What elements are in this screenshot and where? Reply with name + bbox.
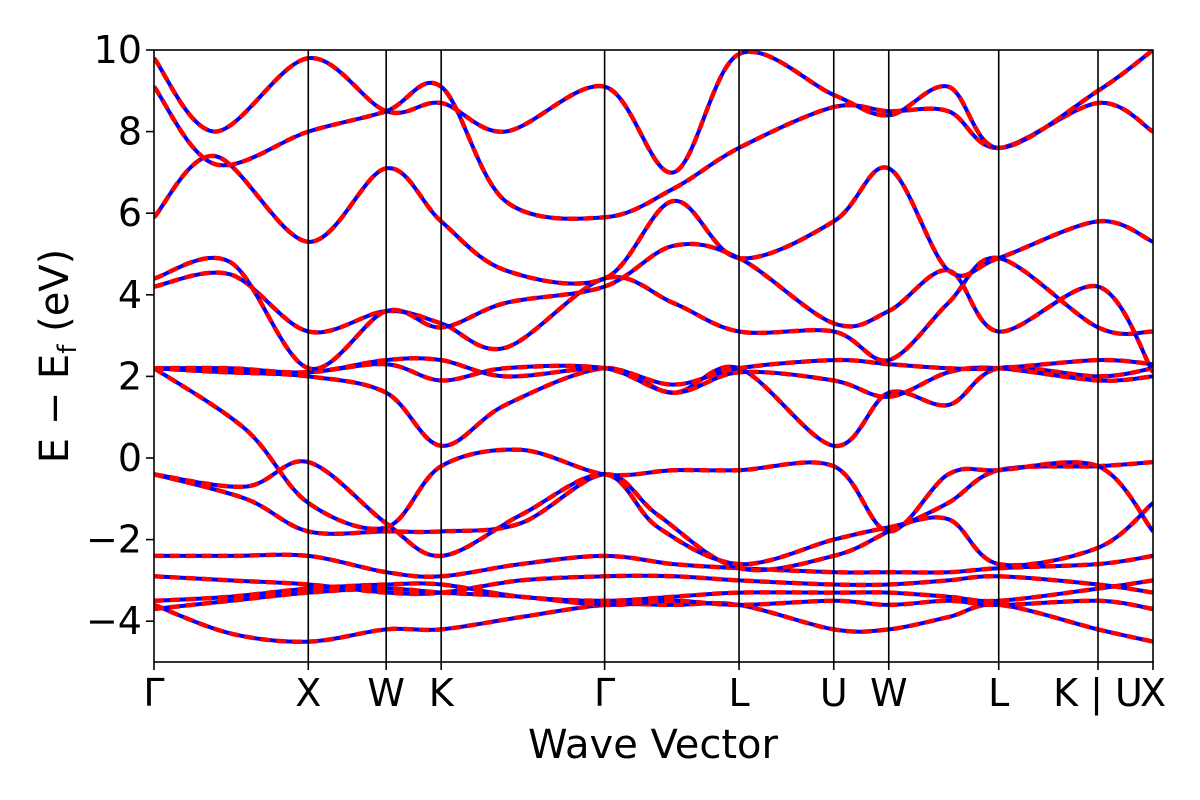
band-4-blue [154,552,1153,579]
x-tick-label: K | U [1053,671,1143,716]
band-6-red [154,459,1153,573]
band-14-red [154,153,1153,286]
band-1-red [154,600,1153,644]
band-15-red [154,80,1153,222]
band-9-red [154,364,1153,449]
band-11-red [154,356,1153,387]
x-tick-label: U [820,671,848,715]
x-tick-label: Γ [594,671,615,715]
y-tick-label: 6 [118,191,142,235]
y-tick-label: 4 [118,273,142,317]
y-tick-label: −2 [86,518,142,562]
x-tick-label: W [367,671,405,715]
y-tick-label: 8 [118,110,142,154]
x-tick-label: X [1140,671,1166,715]
plot-frame [153,49,1154,663]
x-tick-label: L [988,671,1009,715]
x-tick-label: Γ [143,671,164,715]
y-axis-title: E − Ef (eV) [32,249,83,464]
band-8-blue [154,366,1153,534]
band-16-blue [154,50,1153,175]
y-tick-label: 10 [94,28,142,72]
band-15-blue [154,80,1153,221]
band-1-blue [154,601,1153,644]
y-tick-label: 0 [118,436,142,480]
band-13-blue [154,241,1153,374]
x-tick-label: L [728,671,749,715]
x-tick-label: K [429,671,455,715]
band-12-blue [154,255,1153,363]
band-7-red [154,459,1153,568]
band-3-red [154,573,1153,597]
x-axis-title: Wave Vector [528,722,779,768]
y-tick-label: −4 [86,599,142,643]
band-lines [154,50,1153,644]
band-8-red [154,366,1153,534]
band-12-red [154,255,1153,363]
x-tick-label: W [870,671,908,715]
y-tick-label: 2 [118,354,142,398]
x-tick-label: X [295,671,321,715]
y-axis: 10 8 6 4 2 0 −2 −4 [86,28,154,643]
kpoint-lines [307,50,1099,662]
band-16-red [154,50,1153,175]
band-5-red [154,586,1153,612]
band-9-blue [154,364,1153,448]
band-13-red [154,241,1153,374]
band-14-blue [154,154,1153,286]
